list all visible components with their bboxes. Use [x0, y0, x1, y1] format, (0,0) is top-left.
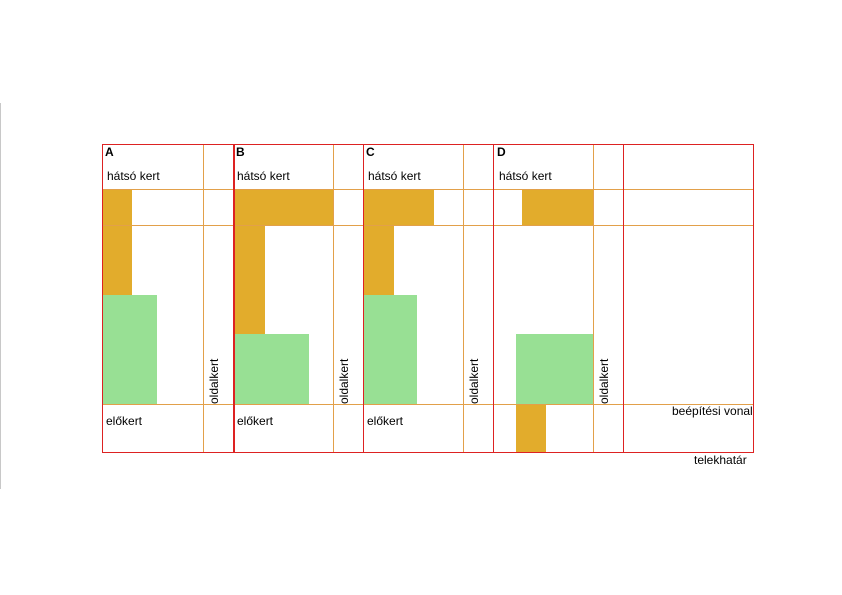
panel-c-green-area [364, 295, 417, 404]
panel-a-plot-boundary [102, 144, 235, 453]
panel-c-side-yard-line [463, 145, 464, 452]
panel-b-green-area [234, 334, 309, 404]
panel-b-plot-boundary [233, 144, 364, 453]
panel-a-side-yard-label: oldalkert [207, 358, 221, 404]
panel-d-side-yard-line [593, 145, 594, 452]
building-line-label: beépítési vonal [672, 404, 753, 418]
panel-b-rear-yard-label: hátsó kert [237, 169, 290, 183]
legend-plot-boundary [623, 144, 754, 453]
panel-c-front-yard-label: előkert [367, 414, 404, 428]
building-line [103, 404, 753, 405]
panel-c-rear-yard-label: hátsó kert [368, 169, 421, 183]
panel-d-green-area [516, 334, 593, 404]
panel-b-side-yard-line [333, 145, 334, 452]
panel-a-rear-yard-label: hátsó kert [107, 169, 160, 183]
panel-b-side-yard-label: oldalkert [337, 358, 351, 404]
panel-b-front-yard-label: előkert [237, 414, 274, 428]
plot-boundary-label: telekhatár [694, 453, 747, 467]
panel-c-plot-boundary [363, 144, 494, 453]
panel-a-side-yard-line [203, 145, 204, 452]
panel-c-side-yard-label: oldalkert [467, 358, 481, 404]
panel-b-built-area-top [234, 190, 333, 225]
panel-d-letter: D [497, 145, 506, 159]
panel-c-built-area-wing [364, 225, 394, 296]
panel-d-built-area-top [522, 190, 593, 225]
panel-d-built-area-front [516, 404, 546, 452]
rear-yard-line [103, 189, 753, 190]
panel-a-front-yard-label: előkert [106, 414, 143, 428]
panel-b-built-area-wing [234, 225, 265, 335]
panel-a-built-area-upper [103, 190, 132, 296]
panel-d-plot-boundary [493, 144, 624, 453]
panel-d-side-yard-label: oldalkert [597, 358, 611, 404]
panel-c-built-area-top [364, 190, 434, 225]
panel-d-rear-yard-label: hátsó kert [499, 169, 552, 183]
panel-b-letter: B [236, 145, 245, 159]
panel-c-letter: C [366, 145, 375, 159]
panel-a-letter: A [105, 145, 114, 159]
page-edge-line [0, 103, 1, 489]
rear-setback-line [103, 225, 753, 226]
panel-a-green-area [103, 295, 157, 404]
